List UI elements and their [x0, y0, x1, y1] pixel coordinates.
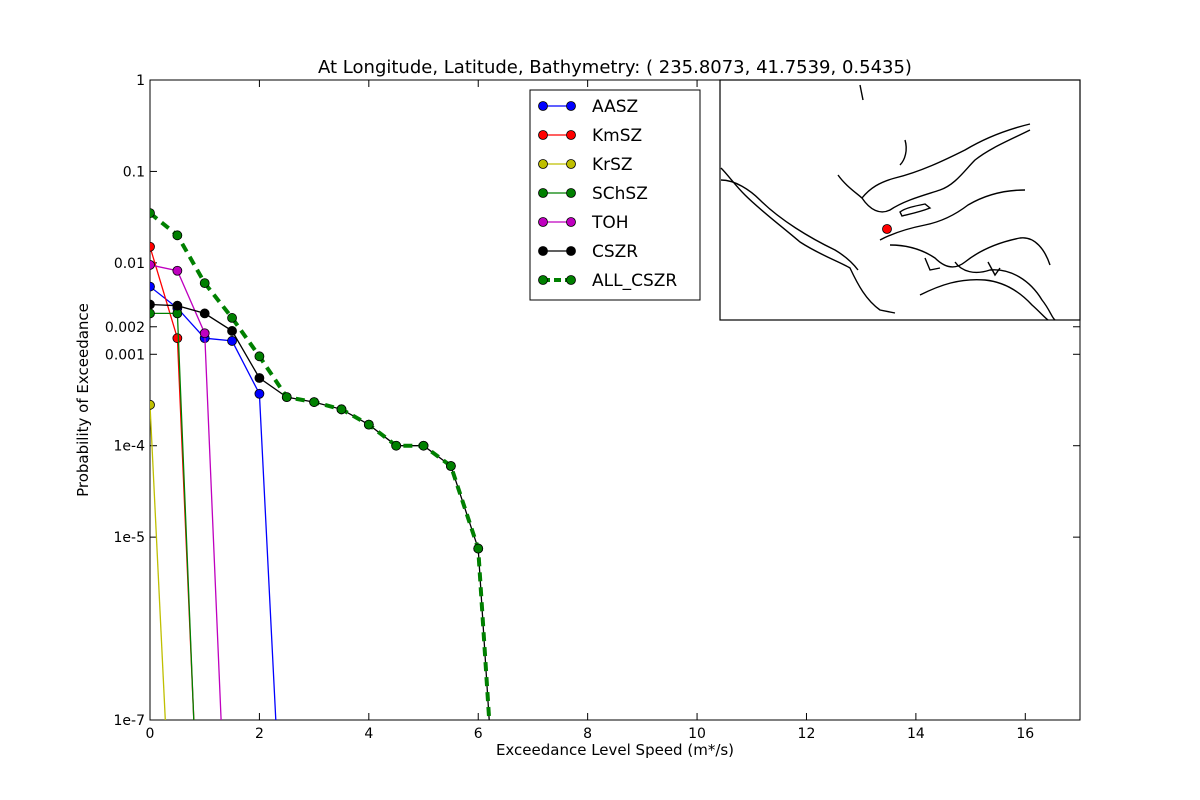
legend-marker-krsz	[566, 159, 576, 169]
legend-label-toh: TOH	[591, 213, 629, 233]
data-point-aasz	[227, 336, 237, 346]
data-point-cszr	[199, 308, 210, 319]
legend-marker-toh	[538, 217, 548, 227]
data-point-cszr	[172, 300, 183, 311]
data-point-all-cszr	[418, 440, 429, 451]
legend: AASZ KmSZ KrSZ SChSZ TOH CSZR ALL_CSZR	[529, 89, 701, 301]
y-tick-label: 1e-5	[114, 530, 145, 546]
coastline-bay-north	[837, 123, 1031, 200]
data-point-krsz	[150, 399, 155, 410]
legend-marker-kmsz	[538, 130, 548, 140]
data-point-all-cszr	[281, 392, 292, 403]
coastline-bay-inner	[861, 129, 1031, 213]
inset-coastline	[720, 84, 1056, 321]
data-point-cszr	[254, 373, 265, 383]
series-group	[150, 208, 492, 720]
x-tick-label: 16	[1016, 726, 1034, 742]
data-point-all-cszr	[309, 397, 320, 407]
legend-label-cszr: CSZR	[592, 242, 638, 262]
x-tick-label: 10	[688, 726, 706, 742]
legend-label-all-cszr: ALL_CSZR	[592, 271, 677, 291]
data-point-toh	[199, 328, 210, 339]
series-line-krsz	[150, 404, 166, 720]
legend-marker-aasz	[538, 101, 548, 111]
location-marker	[882, 224, 892, 234]
data-point-aasz	[150, 281, 155, 292]
coastline-islet-1	[899, 203, 932, 217]
legend-marker-kmsz	[566, 130, 576, 140]
data-point-kmsz	[172, 333, 183, 344]
inset-map	[719, 79, 1081, 321]
data-point-all-cszr	[445, 461, 456, 471]
data-point-all-cszr	[227, 313, 237, 323]
series-line-all-cszr	[150, 211, 492, 720]
data-point-all-cszr	[150, 208, 155, 219]
data-point-cszr	[150, 299, 155, 310]
x-tick-label: 14	[907, 726, 925, 742]
x-tick-label: 12	[798, 726, 816, 742]
legend-marker-cszr	[538, 246, 548, 256]
legend-marker-all-cszr	[538, 275, 548, 285]
y-tick-label: 0.001	[105, 347, 145, 363]
data-point-aasz	[254, 388, 265, 399]
y-tick-label: 0.002	[105, 320, 145, 336]
coastline-islet-3	[859, 84, 864, 101]
coastline-islet-4	[924, 257, 941, 271]
data-point-toh	[172, 265, 183, 276]
y-axis-label: Probability of Exceedance	[74, 303, 92, 497]
legend-label-krsz: KrSZ	[592, 155, 633, 175]
coastline-north-spit	[720, 179, 859, 271]
legend-label-schsz: SChSZ	[592, 184, 648, 204]
data-point-kmsz	[150, 241, 155, 252]
coastline-islet-5	[987, 261, 1001, 277]
legend-marker-schsz	[538, 188, 548, 198]
legend-marker-all-cszr	[566, 275, 576, 285]
data-point-all-cszr	[336, 404, 347, 415]
y-tick-label: 1	[136, 73, 145, 89]
legend-marker-toh	[566, 217, 576, 227]
y-tick-label: 0.1	[123, 164, 145, 180]
data-point-toh	[150, 259, 155, 270]
data-point-all-cszr	[473, 543, 484, 554]
y-tick-label: 1e-4	[114, 439, 146, 455]
x-tick-label: 8	[583, 726, 592, 742]
data-point-all-cszr	[391, 440, 402, 451]
coastline-south-bay	[889, 237, 1051, 268]
legend-marker-krsz	[538, 159, 548, 169]
x-tick-label: 0	[146, 726, 155, 742]
x-tick-label: 2	[255, 726, 264, 742]
series-line-toh	[150, 264, 222, 720]
data-point-cszr	[227, 326, 237, 336]
x-axis-label: Exceedance Level Speed (m*/s)	[496, 741, 734, 759]
legend-marker-schsz	[566, 188, 576, 198]
coastline-islet-2	[899, 139, 907, 166]
x-tick-label: 6	[474, 726, 483, 742]
legend-marker-cszr	[566, 246, 576, 256]
legend-label-kmsz: KmSZ	[592, 126, 642, 146]
data-point-all-cszr	[172, 230, 183, 241]
coastline-harbor	[954, 261, 1056, 321]
y-tick-label: 0.01	[114, 256, 145, 272]
data-point-all-cszr	[199, 278, 210, 289]
data-point-all-cszr	[254, 351, 265, 362]
y-tick-label: 1e-7	[114, 713, 145, 729]
legend-label-aasz: AASZ	[592, 97, 638, 117]
legend-frame	[529, 89, 701, 301]
legend-marker-aasz	[566, 101, 576, 111]
chart-title: At Longitude, Latitude, Bathymetry: ( 23…	[318, 57, 912, 78]
x-tick-label: 4	[364, 726, 373, 742]
coastline-ocean-edge	[720, 167, 896, 314]
data-point-schsz	[150, 308, 155, 319]
inset-map-frame	[719, 79, 1081, 321]
coastline-south-spit	[919, 278, 1049, 321]
plot-area: 0 2 4 6 8 10 12 14 16 1e-7 1e-5 1e-4 0.001 0.002 0.01 0…	[105, 73, 1081, 742]
coastline-channel	[879, 189, 1026, 241]
data-point-all-cszr	[363, 419, 374, 430]
